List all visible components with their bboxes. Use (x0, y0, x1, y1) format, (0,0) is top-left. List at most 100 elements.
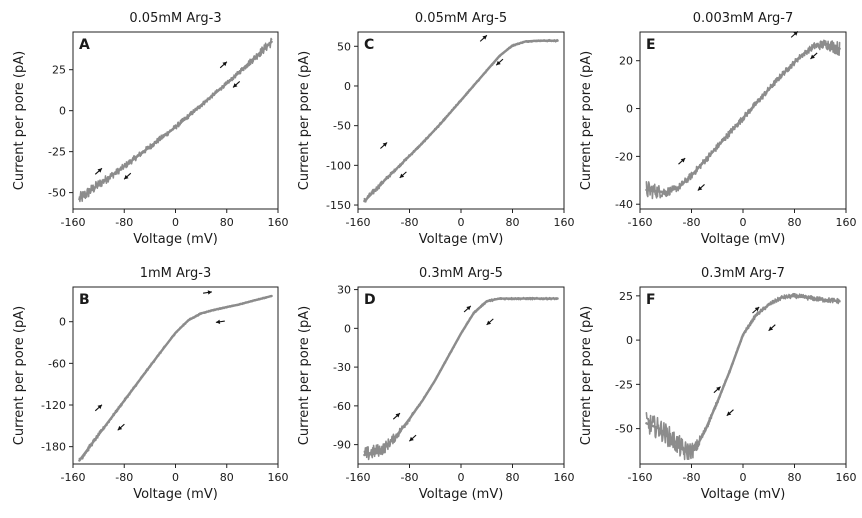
iv-trace-mean (363, 39, 559, 203)
arrow-head (793, 31, 798, 36)
sweep-direction-arrow (790, 30, 799, 38)
y-tick-label: 30 (337, 284, 351, 297)
x-axis-label: Voltage (mV) (419, 232, 504, 247)
arrow-head (97, 168, 102, 173)
x-tick-label: 160 (268, 216, 289, 229)
panel-title: 0.3mM Arg-5 (419, 266, 503, 281)
x-tick-label: 0 (740, 471, 747, 484)
y-tick-label: 0 (344, 322, 351, 335)
sweep-direction-arrow (768, 324, 776, 332)
iv-trace-mean (78, 40, 273, 201)
sweep-direction-arrow (463, 305, 472, 313)
panel-title: 1mM Arg-3 (140, 266, 212, 281)
sweep-direction-arrow (495, 58, 504, 66)
y-tick-label: -90 (333, 439, 351, 452)
x-tick-label: 80 (220, 216, 234, 229)
sweep-direction-arrow (202, 290, 213, 295)
y-tick-label: 50 (337, 40, 351, 53)
arrow-head (222, 61, 227, 67)
y-tick-label: 0 (59, 316, 66, 329)
arrow-head (399, 173, 405, 178)
panel-F: 0.3mM Arg-7 F -160 -80 0 80 160 25 0 -25 -50 Voltag… (579, 266, 857, 502)
x-tick-label: -80 (115, 216, 133, 229)
panel-letter: A (79, 37, 90, 53)
iv-trace-mean (363, 297, 559, 457)
x-tick-label: 80 (220, 471, 234, 484)
x-tick-label: -160 (346, 216, 371, 229)
panel-E: 0.003mM Arg-7 E -160 -80 0 80 160 20 0 -20 -40 Volt… (579, 11, 857, 247)
y-tick-label: 20 (619, 55, 633, 68)
arrow-head (726, 411, 732, 416)
panel-title: 0.05mM Arg-3 (129, 11, 221, 26)
y-axis-label: Current per pore (pA) (579, 51, 594, 190)
x-tick-label: 80 (788, 216, 802, 229)
y-tick-label: -25 (615, 378, 633, 391)
x-tick-label: -80 (683, 471, 701, 484)
x-tick-label: 0 (172, 216, 179, 229)
arrow-head (697, 186, 703, 191)
x-tick-label: 160 (836, 216, 857, 229)
x-tick-label: -160 (346, 471, 371, 484)
sweep-direction-arrow (409, 434, 417, 442)
sweep-direction-arrow (810, 52, 818, 60)
y-tick-label: -150 (326, 199, 351, 212)
sweep-direction-arrow (232, 81, 241, 88)
iv-trace-mean (78, 294, 273, 462)
y-tick-label: -60 (48, 357, 66, 370)
x-axis-label: Voltage (mV) (701, 232, 786, 247)
x-tick-label: 80 (506, 471, 520, 484)
x-axis-label: Voltage (mV) (419, 487, 504, 502)
y-axis-label: Current per pore (pA) (12, 51, 27, 190)
x-tick-label: 0 (458, 216, 465, 229)
x-tick-label: -80 (401, 216, 419, 229)
x-tick-label: -80 (683, 216, 701, 229)
y-tick-label: 0 (626, 334, 633, 347)
y-tick-label: 25 (52, 64, 66, 77)
arrow-head (482, 35, 487, 40)
x-tick-label: -80 (401, 471, 419, 484)
sweep-direction-arrow (752, 306, 760, 314)
x-tick-label: 160 (554, 471, 575, 484)
iv-trace (78, 294, 273, 460)
arrow-head (680, 158, 686, 163)
arrow-head (486, 320, 492, 325)
x-tick-label: -160 (61, 471, 86, 484)
arrow-head (233, 83, 238, 88)
iv-trace-mean (645, 294, 841, 453)
iv-trace-mean (645, 42, 841, 194)
arrow-head (117, 425, 123, 431)
x-tick-label: 0 (740, 216, 747, 229)
x-axis-label: Voltage (mV) (133, 232, 218, 247)
arrow-head (754, 306, 760, 312)
arrow-head (810, 54, 815, 59)
panel-C: 0.05mM Arg-5 C -160 -80 0 80 160 50 0 -50 -100 -150… (297, 11, 575, 247)
x-axis-label: Voltage (mV) (133, 487, 218, 502)
y-tick-label: 0 (626, 103, 633, 116)
y-tick-label: -20 (615, 150, 633, 163)
arrow-head (124, 174, 129, 180)
plot-frame (72, 286, 279, 465)
x-axis-label: Voltage (mV) (701, 487, 786, 502)
sweep-direction-arrow (399, 171, 407, 179)
sweep-direction-arrow (117, 423, 125, 431)
arrow-head (768, 326, 774, 331)
sweep-direction-arrow (726, 409, 734, 417)
panel-letter: E (646, 37, 656, 53)
y-tick-label: -40 (615, 198, 633, 211)
y-tick-label: -50 (615, 423, 633, 436)
arrow-head (215, 319, 221, 324)
sweep-direction-arrow (215, 319, 225, 324)
plot-frame (357, 31, 565, 210)
x-tick-label: 0 (172, 471, 179, 484)
y-tick-label: 25 (619, 290, 633, 303)
iv-trace (363, 296, 559, 461)
x-tick-label: 160 (268, 471, 289, 484)
x-tick-label: -160 (628, 216, 653, 229)
x-tick-label: 160 (554, 216, 575, 229)
sweep-direction-arrow (678, 157, 686, 165)
sweep-direction-arrow (486, 318, 494, 326)
arrow-head (409, 436, 414, 442)
iv-trace (645, 292, 841, 461)
y-axis-label: Current per pore (pA) (12, 306, 27, 445)
